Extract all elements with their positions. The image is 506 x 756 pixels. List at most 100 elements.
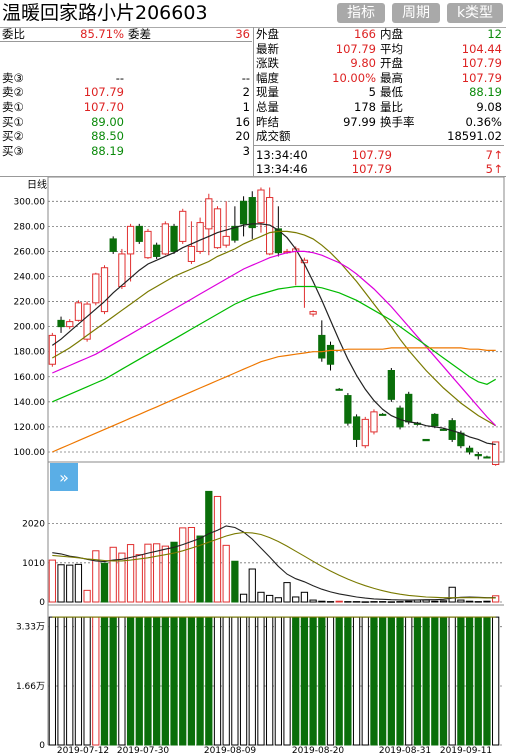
volume-bar[interactable] bbox=[92, 550, 100, 603]
volume-bar[interactable] bbox=[153, 543, 161, 603]
candle[interactable] bbox=[274, 228, 282, 254]
candle[interactable] bbox=[213, 208, 222, 249]
candle[interactable] bbox=[48, 334, 56, 365]
candle[interactable] bbox=[170, 225, 178, 252]
oi-bar[interactable] bbox=[335, 616, 343, 746]
volume-bar[interactable] bbox=[135, 554, 143, 603]
volume-bar[interactable] bbox=[474, 601, 482, 603]
volume-bar[interactable] bbox=[483, 600, 491, 603]
oi-bar[interactable] bbox=[492, 616, 500, 746]
candle[interactable] bbox=[257, 189, 265, 224]
oi-bar[interactable] bbox=[274, 616, 282, 746]
volume-bar[interactable] bbox=[335, 600, 343, 603]
oi-bar[interactable] bbox=[474, 616, 482, 746]
volume-bar[interactable] bbox=[205, 490, 213, 603]
oi-bar[interactable] bbox=[387, 616, 395, 746]
volume-bar[interactable] bbox=[161, 545, 169, 603]
candle[interactable] bbox=[187, 245, 196, 262]
oi-bar[interactable] bbox=[439, 616, 448, 746]
candle[interactable] bbox=[57, 319, 65, 328]
volume-bar[interactable] bbox=[109, 546, 117, 603]
volume-bar[interactable] bbox=[283, 582, 291, 603]
volume-bar[interactable] bbox=[126, 544, 135, 603]
candle[interactable] bbox=[109, 238, 117, 252]
candle[interactable] bbox=[300, 259, 309, 264]
volume-bar[interactable] bbox=[344, 601, 352, 603]
volume-bar[interactable] bbox=[492, 595, 500, 603]
oi-bar[interactable] bbox=[266, 616, 274, 746]
oi-bar[interactable] bbox=[179, 616, 187, 746]
volume-bar[interactable] bbox=[118, 552, 126, 603]
oi-bar[interactable] bbox=[413, 616, 422, 746]
bid-row-1[interactable]: 买① 89.00 16 bbox=[2, 115, 252, 130]
candle[interactable] bbox=[239, 200, 248, 225]
kline-type-button[interactable]: k类型 bbox=[447, 3, 503, 23]
period-button[interactable]: 周期 bbox=[392, 3, 440, 23]
oi-bar[interactable] bbox=[66, 616, 74, 746]
oi-bar[interactable] bbox=[309, 616, 317, 746]
volume-bar[interactable] bbox=[187, 526, 196, 603]
candle[interactable] bbox=[344, 395, 352, 424]
candle[interactable] bbox=[179, 210, 187, 242]
volume-bar[interactable] bbox=[266, 594, 274, 603]
candle[interactable] bbox=[483, 456, 491, 459]
volume-bar[interactable] bbox=[387, 601, 395, 603]
candle[interactable] bbox=[370, 411, 378, 433]
candle[interactable] bbox=[100, 267, 109, 313]
oi-bar[interactable] bbox=[239, 616, 248, 746]
volume-bar[interactable] bbox=[318, 600, 326, 603]
oi-bar[interactable] bbox=[483, 616, 491, 746]
candle[interactable] bbox=[222, 235, 230, 246]
oi-bar[interactable] bbox=[379, 616, 387, 746]
candle[interactable] bbox=[439, 428, 448, 431]
volume-bar[interactable] bbox=[48, 559, 56, 603]
volume-bar[interactable] bbox=[439, 600, 448, 603]
volume-bar[interactable] bbox=[66, 564, 74, 603]
oi-bar[interactable] bbox=[213, 616, 222, 746]
candle[interactable] bbox=[153, 244, 161, 257]
candle[interactable] bbox=[405, 393, 413, 423]
oi-bar[interactable] bbox=[205, 616, 213, 746]
volume-bar[interactable] bbox=[213, 495, 222, 603]
oi-bar[interactable] bbox=[57, 616, 65, 746]
volume-bar[interactable] bbox=[248, 568, 256, 603]
candle[interactable] bbox=[231, 225, 239, 241]
oi-bar[interactable] bbox=[257, 616, 265, 746]
volume-bar[interactable] bbox=[379, 601, 387, 603]
candle[interactable] bbox=[118, 253, 126, 288]
oi-bar[interactable] bbox=[318, 616, 326, 746]
kline-chart-area[interactable]: 日线 300.00 280.00 260.00 240.00 220.00 200.00 18… bbox=[0, 177, 506, 756]
candle[interactable] bbox=[431, 413, 439, 427]
oi-bar[interactable] bbox=[248, 616, 256, 746]
bid-row-2[interactable]: 买② 88.50 20 bbox=[2, 129, 252, 144]
volume-bar[interactable] bbox=[239, 593, 248, 603]
volume-bar[interactable] bbox=[274, 597, 282, 603]
candle[interactable] bbox=[309, 311, 317, 315]
candle[interactable] bbox=[318, 334, 326, 359]
oi-bar[interactable] bbox=[74, 616, 83, 746]
volume-bar[interactable] bbox=[179, 527, 187, 603]
volume-bar[interactable] bbox=[448, 586, 456, 603]
candle[interactable] bbox=[248, 197, 256, 229]
candle[interactable] bbox=[396, 407, 404, 428]
candle[interactable] bbox=[135, 225, 143, 242]
candle[interactable] bbox=[74, 302, 83, 321]
candle[interactable] bbox=[161, 223, 169, 255]
ask-row-1[interactable]: 卖① 107.70 1 bbox=[2, 100, 252, 115]
volume-bar[interactable] bbox=[100, 562, 109, 603]
volume-bar[interactable] bbox=[370, 601, 378, 603]
volume-bar[interactable] bbox=[326, 601, 335, 603]
ask-row-3[interactable]: 卖③ -- -- bbox=[2, 71, 252, 86]
expand-button[interactable] bbox=[50, 463, 78, 491]
volume-bar[interactable] bbox=[74, 563, 83, 603]
candle[interactable] bbox=[492, 441, 500, 466]
candle[interactable] bbox=[465, 447, 474, 453]
candle[interactable] bbox=[196, 222, 204, 252]
candle[interactable] bbox=[457, 432, 465, 447]
volume-bar[interactable] bbox=[300, 591, 309, 603]
oi-bar[interactable] bbox=[92, 616, 100, 746]
oi-bar[interactable] bbox=[326, 616, 335, 746]
oi-bar[interactable] bbox=[448, 616, 456, 746]
candle[interactable] bbox=[379, 413, 387, 416]
oi-bar[interactable] bbox=[465, 616, 474, 746]
